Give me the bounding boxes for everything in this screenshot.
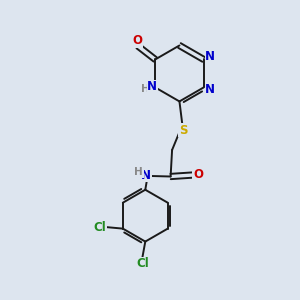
Text: Cl: Cl [136,257,149,270]
Text: O: O [193,168,203,181]
Text: N: N [147,80,157,93]
Text: N: N [205,50,215,63]
Text: S: S [179,124,187,137]
Text: N: N [205,83,215,96]
Text: H: H [141,84,150,94]
Text: N: N [141,169,151,182]
Text: H: H [134,167,143,177]
Text: O: O [132,34,142,47]
Text: Cl: Cl [94,220,106,234]
